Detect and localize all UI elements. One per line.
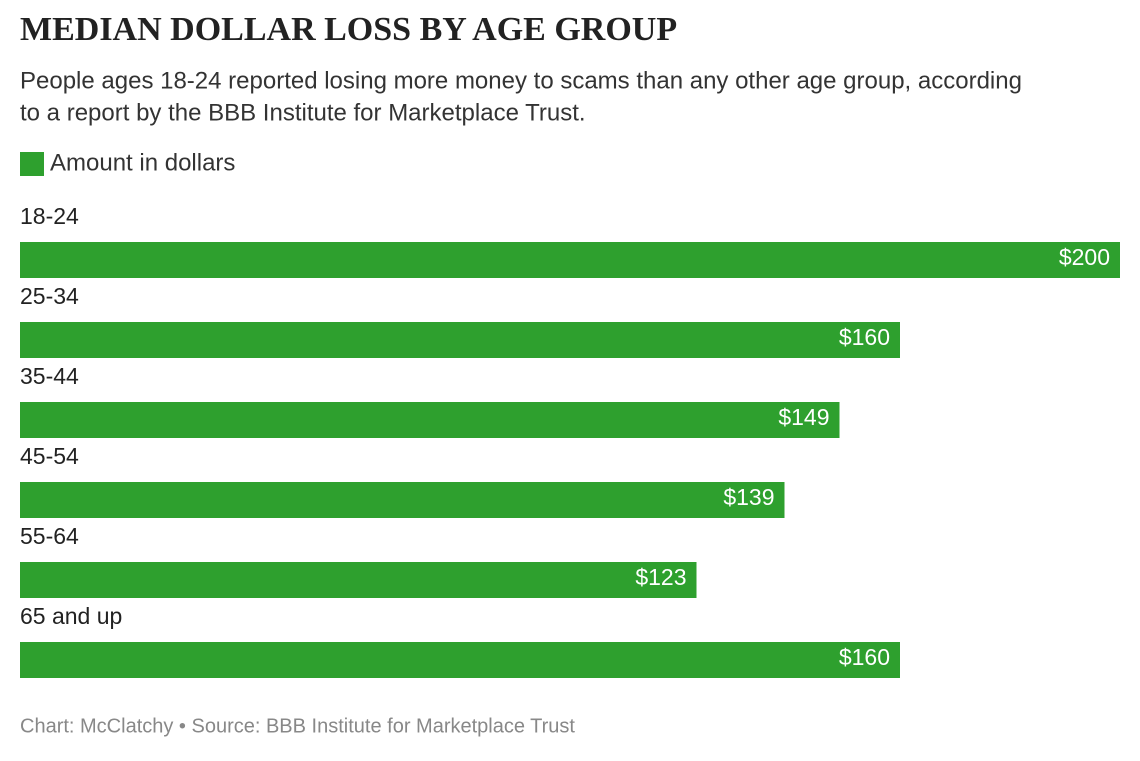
legend-label: Amount in dollars <box>50 149 235 176</box>
value-label: $139 <box>723 484 774 510</box>
subtitle: People ages 18-24 reported losing more m… <box>20 67 1022 94</box>
category-label: 35-44 <box>20 363 79 389</box>
bar <box>20 242 1120 278</box>
chart-title: MEDIAN DOLLAR LOSS BY AGE GROUP <box>20 11 677 48</box>
bar <box>20 402 840 438</box>
category-label: 55-64 <box>20 523 79 549</box>
subtitle: to a report by the BBB Institute for Mar… <box>20 99 586 126</box>
value-label: $123 <box>635 564 686 590</box>
footer: Chart: McClatchy • Source: BBB Institute… <box>20 715 575 737</box>
category-label: 18-24 <box>20 203 79 229</box>
category-label: 25-34 <box>20 283 79 309</box>
bar <box>20 562 697 598</box>
value-label: $160 <box>839 324 890 350</box>
category-label: 65 and up <box>20 603 122 629</box>
value-label: $160 <box>839 644 890 670</box>
value-label: $200 <box>1059 244 1110 270</box>
value-label: $149 <box>778 404 829 430</box>
bar <box>20 322 900 358</box>
legend-swatch <box>20 152 44 176</box>
bar <box>20 482 785 518</box>
bar <box>20 642 900 678</box>
category-label: 45-54 <box>20 443 79 469</box>
